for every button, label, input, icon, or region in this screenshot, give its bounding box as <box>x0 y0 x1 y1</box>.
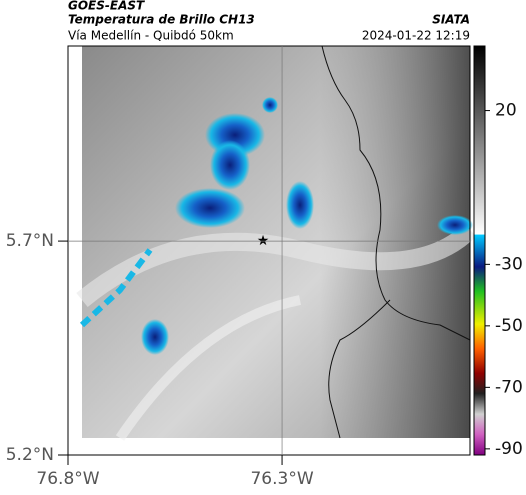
lon-label: 76.8°W <box>36 469 99 489</box>
lon-label: 76.3°W <box>250 469 313 489</box>
colorbar-label: -30 <box>495 254 523 274</box>
colorbar <box>473 45 486 456</box>
product: Temperatura de Brillo CH13 <box>68 13 255 27</box>
source: SIATA <box>432 13 470 27</box>
satellite-image: ★ <box>76 45 477 441</box>
colorbar-label: -70 <box>495 377 523 397</box>
colorbar-label: 20 <box>495 101 517 121</box>
region: Vía Medellín - Quibdó 50km <box>68 29 234 43</box>
timestamp: 2024-01-22 12:19 <box>362 29 470 43</box>
colorbar-label: -90 <box>495 439 523 459</box>
colorbar-label: -50 <box>495 316 523 336</box>
map-frame <box>67 45 471 456</box>
lat-label: 5.7°N <box>6 231 54 251</box>
lat-label: 5.2°N <box>6 445 54 465</box>
satellite: GOES-EAST <box>68 0 145 13</box>
